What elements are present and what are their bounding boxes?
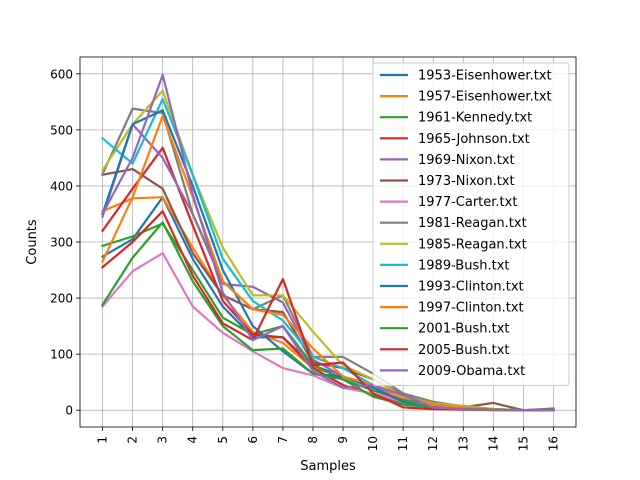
x-tick-label: 2	[126, 436, 140, 444]
legend-entry: 1965-Johnson.txt	[418, 132, 530, 147]
x-tick-label: 11	[396, 436, 410, 451]
x-tick-label: 10	[366, 436, 380, 451]
x-tick-label: 3	[156, 436, 170, 444]
y-tick-label: 300	[50, 236, 73, 250]
legend-entry: 1953-Eisenhower.txt	[418, 69, 552, 84]
y-tick-label: 500	[50, 123, 73, 137]
x-tick-label: 6	[246, 436, 260, 444]
y-tick-label: 0	[65, 404, 73, 418]
series-lines	[100, 73, 555, 412]
x-tick-label: 1	[96, 436, 110, 444]
x-tick-label: 16	[546, 436, 560, 451]
series-line-15	[101, 73, 555, 412]
legend-entry: 1985-Reagan.txt	[418, 237, 527, 252]
x-tick-label: 12	[426, 436, 440, 451]
y-tick-label: 200	[50, 292, 73, 306]
legend-box	[372, 62, 570, 386]
x-axis: 1 2 3 4 5 6 7 8 9 10 11 12 13 14 15 16	[96, 427, 560, 451]
x-tick-label: 14	[486, 436, 500, 451]
legend-entry: 1957-Eisenhower.txt	[418, 90, 552, 105]
y-tick-label: 400	[50, 179, 73, 193]
legend-entry: 1969-Nixon.txt	[418, 153, 515, 168]
legend-entry: 2001-Bush.txt	[418, 322, 510, 337]
x-tick-label: 5	[216, 436, 230, 444]
legend-entry: 2005-Bush.txt	[418, 343, 510, 358]
x-tick-label: 13	[456, 436, 470, 451]
legend-entry: 1981-Reagan.txt	[418, 216, 527, 231]
y-tick-label: 600	[50, 67, 73, 81]
x-tick-label: 15	[516, 436, 530, 451]
legend-entry: 1977-Carter.txt	[418, 195, 517, 210]
x-tick-label: 7	[276, 436, 290, 444]
legend-entry: 1961-Kennedy.txt	[418, 111, 532, 126]
x-tick-label: 9	[336, 436, 350, 444]
x-tick-label: 8	[306, 436, 320, 444]
legend: 1953-Eisenhower.txt 1957-Eisenhower.txt 19…	[372, 62, 570, 386]
legend-entry: 1997-Clinton.txt	[418, 301, 524, 316]
legend-entry: 1973-Nixon.txt	[418, 174, 515, 189]
x-axis-label: Samples	[300, 459, 356, 474]
y-tick-label: 100	[50, 348, 73, 362]
legend-entry: 1989-Bush.txt	[418, 258, 510, 273]
legend-entry: 1993-Clinton.txt	[418, 280, 524, 295]
series-line-6	[101, 168, 555, 412]
y-axis: 0 100 200 300 400 500 600	[50, 67, 80, 418]
legend-entry: 2009-Obama.txt	[418, 364, 525, 379]
x-tick-label: 4	[186, 436, 200, 444]
y-axis-label: Counts	[25, 219, 40, 265]
